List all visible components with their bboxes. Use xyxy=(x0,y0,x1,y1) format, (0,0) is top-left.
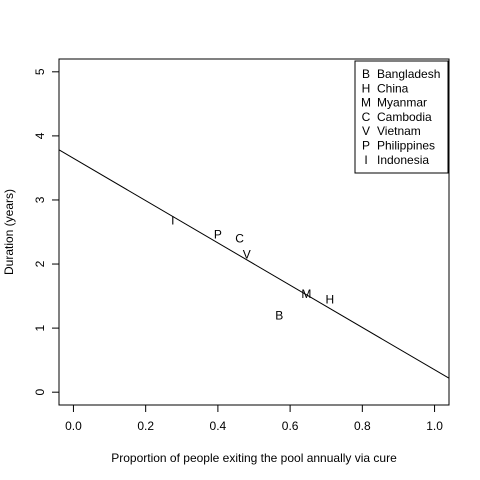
legend-label: Bangladesh xyxy=(377,67,440,81)
legend-symbol: V xyxy=(362,124,370,138)
point-indonesia: I xyxy=(171,213,174,227)
legend-label: Indonesia xyxy=(377,153,429,167)
x-tick-label: 0.2 xyxy=(137,419,154,433)
regression-line xyxy=(58,149,450,379)
legend-symbol: B xyxy=(362,67,370,81)
legend-label: Philippines xyxy=(377,139,435,153)
y-tick-label: 0 xyxy=(33,389,47,396)
point-philippines: P xyxy=(214,228,222,242)
legend-symbol: H xyxy=(362,81,371,95)
x-axis: 0.0 0.2 0.4 0.6 0.8 1.0 xyxy=(65,404,443,433)
y-tick-label: 1 xyxy=(33,324,47,331)
x-axis-label: Proportion of people exiting the pool an… xyxy=(111,451,397,465)
legend-symbol: I xyxy=(364,153,367,167)
legend-symbol: C xyxy=(362,110,371,124)
legend-label: Myanmar xyxy=(377,96,427,110)
point-cambodia: C xyxy=(235,231,244,245)
x-tick-label: 0.8 xyxy=(354,419,371,433)
y-tick-label: 4 xyxy=(33,132,47,139)
x-tick-label: 0.0 xyxy=(65,419,82,433)
point-myanmar: M xyxy=(301,287,311,301)
y-tick-label: 2 xyxy=(33,260,47,267)
point-china: H xyxy=(325,292,334,306)
point-vietnam: V xyxy=(243,247,251,261)
legend-box xyxy=(354,60,449,174)
legend: B Bangladesh H China M Myanmar C Cambodia V Vietn… xyxy=(354,60,449,174)
x-tick-label: 0.6 xyxy=(282,419,299,433)
y-axis-label: Duration (years) xyxy=(2,189,16,275)
legend-label: Vietnam xyxy=(377,124,421,138)
legend-label: Cambodia xyxy=(377,110,432,124)
y-axis: 0 1 2 3 4 5 xyxy=(33,68,60,396)
legend-symbol: M xyxy=(361,96,371,110)
legend-label: China xyxy=(377,81,409,95)
x-tick-label: 0.4 xyxy=(210,419,227,433)
point-bangladesh: B xyxy=(275,308,283,322)
legend-symbol: P xyxy=(362,139,370,153)
fit-line-layer xyxy=(58,149,450,379)
y-tick-label: 3 xyxy=(33,196,47,203)
x-tick-label: 1.0 xyxy=(426,419,443,433)
y-tick-label: 5 xyxy=(33,68,47,75)
points-layer: B HM CV P I xyxy=(171,213,334,322)
